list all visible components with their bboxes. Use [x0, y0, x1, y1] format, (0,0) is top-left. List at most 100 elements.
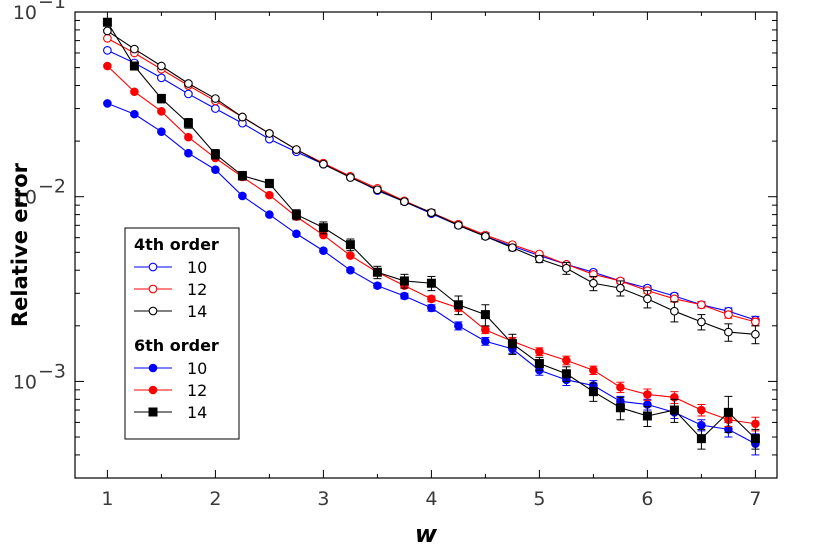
data-point: [535, 254, 544, 264]
data-point: [319, 159, 328, 169]
data-point: [129, 61, 139, 71]
data-point: [103, 45, 112, 55]
data-point: [103, 34, 112, 43]
legend-heading: 6th order: [134, 336, 219, 355]
data-point: [130, 44, 139, 54]
data-point: [184, 148, 193, 158]
data-point: [534, 359, 544, 369]
data-point: [292, 145, 301, 154]
x-tick-label: 6: [641, 488, 653, 510]
data-point: [130, 109, 139, 119]
y-tick-label-base: 10: [13, 371, 37, 393]
data-point: [292, 229, 301, 239]
data-point: [400, 291, 409, 301]
data-point: [265, 129, 274, 138]
data-point: [103, 61, 112, 71]
data-point: [615, 403, 625, 413]
data-point: [751, 419, 760, 429]
plot-layer: [102, 17, 760, 456]
data-point: [697, 300, 706, 310]
data-point: [561, 369, 571, 379]
data-point: [481, 325, 490, 335]
legend-label: 12: [187, 381, 207, 400]
legend-marker: [148, 385, 158, 395]
y-axis-title: Relative error: [8, 162, 32, 327]
data-point: [183, 118, 193, 128]
legend-marker: [148, 284, 158, 294]
y-tick-label: 10 −2: [13, 176, 66, 209]
data-point: [426, 278, 436, 288]
legend-box: [124, 227, 240, 440]
data-point: [697, 317, 706, 327]
data-point: [642, 411, 652, 421]
data-point: [724, 310, 733, 319]
data-point: [103, 99, 112, 108]
data-point: [184, 132, 193, 142]
data-point: [211, 104, 220, 113]
data-point: [697, 405, 706, 415]
data-point: [157, 73, 166, 83]
data-point: [696, 434, 706, 444]
data-point: [346, 265, 355, 275]
data-point: [427, 294, 436, 304]
data-point: [211, 94, 220, 103]
series-6th-order-14: [102, 17, 760, 450]
data-point: [481, 336, 490, 346]
data-point: [427, 303, 436, 313]
y-tick-label-exponent: −2: [38, 176, 66, 198]
data-point: [535, 347, 544, 356]
data-point: [319, 246, 328, 256]
data-point: [508, 243, 517, 252]
data-point: [372, 267, 382, 277]
data-point: [400, 197, 409, 207]
legend-label: 12: [187, 280, 207, 299]
data-point: [103, 26, 112, 36]
data-point: [616, 283, 625, 293]
data-point: [184, 89, 193, 99]
data-point: [265, 190, 274, 200]
data-point: [589, 365, 598, 375]
data-point: [265, 210, 274, 219]
x-tick-label: 5: [533, 488, 545, 510]
data-point: [264, 178, 274, 188]
data-point: [156, 94, 166, 104]
data-point: [751, 317, 760, 327]
data-point: [589, 278, 598, 288]
data-point: [346, 173, 355, 182]
legend-marker: [148, 363, 158, 373]
series-4th-order-14: [103, 26, 760, 345]
y-tick-label: 10 −3: [13, 360, 66, 393]
legend-marker: [148, 262, 158, 272]
data-point: [237, 171, 247, 181]
y-tick-label-base: 10: [13, 2, 37, 24]
legend: 4th order 10 12 14 6th order 10 12 14: [124, 227, 240, 440]
data-point: [427, 208, 436, 217]
legend-marker: [148, 407, 158, 417]
data-point: [616, 382, 625, 392]
y-tick-label: 10 −1: [13, 0, 66, 24]
data-point: [562, 263, 571, 273]
axes-layer: 1 2 3 4 5 6 710−110−210−3: [13, 0, 777, 510]
data-point: [318, 223, 328, 233]
data-point: [751, 329, 760, 339]
y-tick-label-exponent: −1: [38, 0, 66, 13]
data-point: [130, 87, 139, 97]
legend-label: 14: [187, 302, 207, 321]
data-point: [724, 327, 733, 337]
legend-heading: 4th order: [134, 235, 219, 254]
legend-label: 14: [187, 403, 207, 422]
legend-label: 10: [187, 258, 207, 277]
data-point: [454, 321, 463, 331]
data-point: [507, 339, 517, 349]
x-tick-label: 1: [101, 488, 113, 510]
data-point: [157, 127, 166, 136]
data-point: [453, 300, 463, 310]
data-point: [157, 61, 166, 71]
y-tick-label-base: 10: [13, 187, 37, 209]
data-point: [562, 356, 571, 365]
data-point: [643, 390, 652, 399]
data-point: [588, 387, 598, 397]
data-point: [210, 149, 220, 159]
data-point: [345, 240, 355, 250]
x-tick-label: 4: [425, 488, 437, 510]
